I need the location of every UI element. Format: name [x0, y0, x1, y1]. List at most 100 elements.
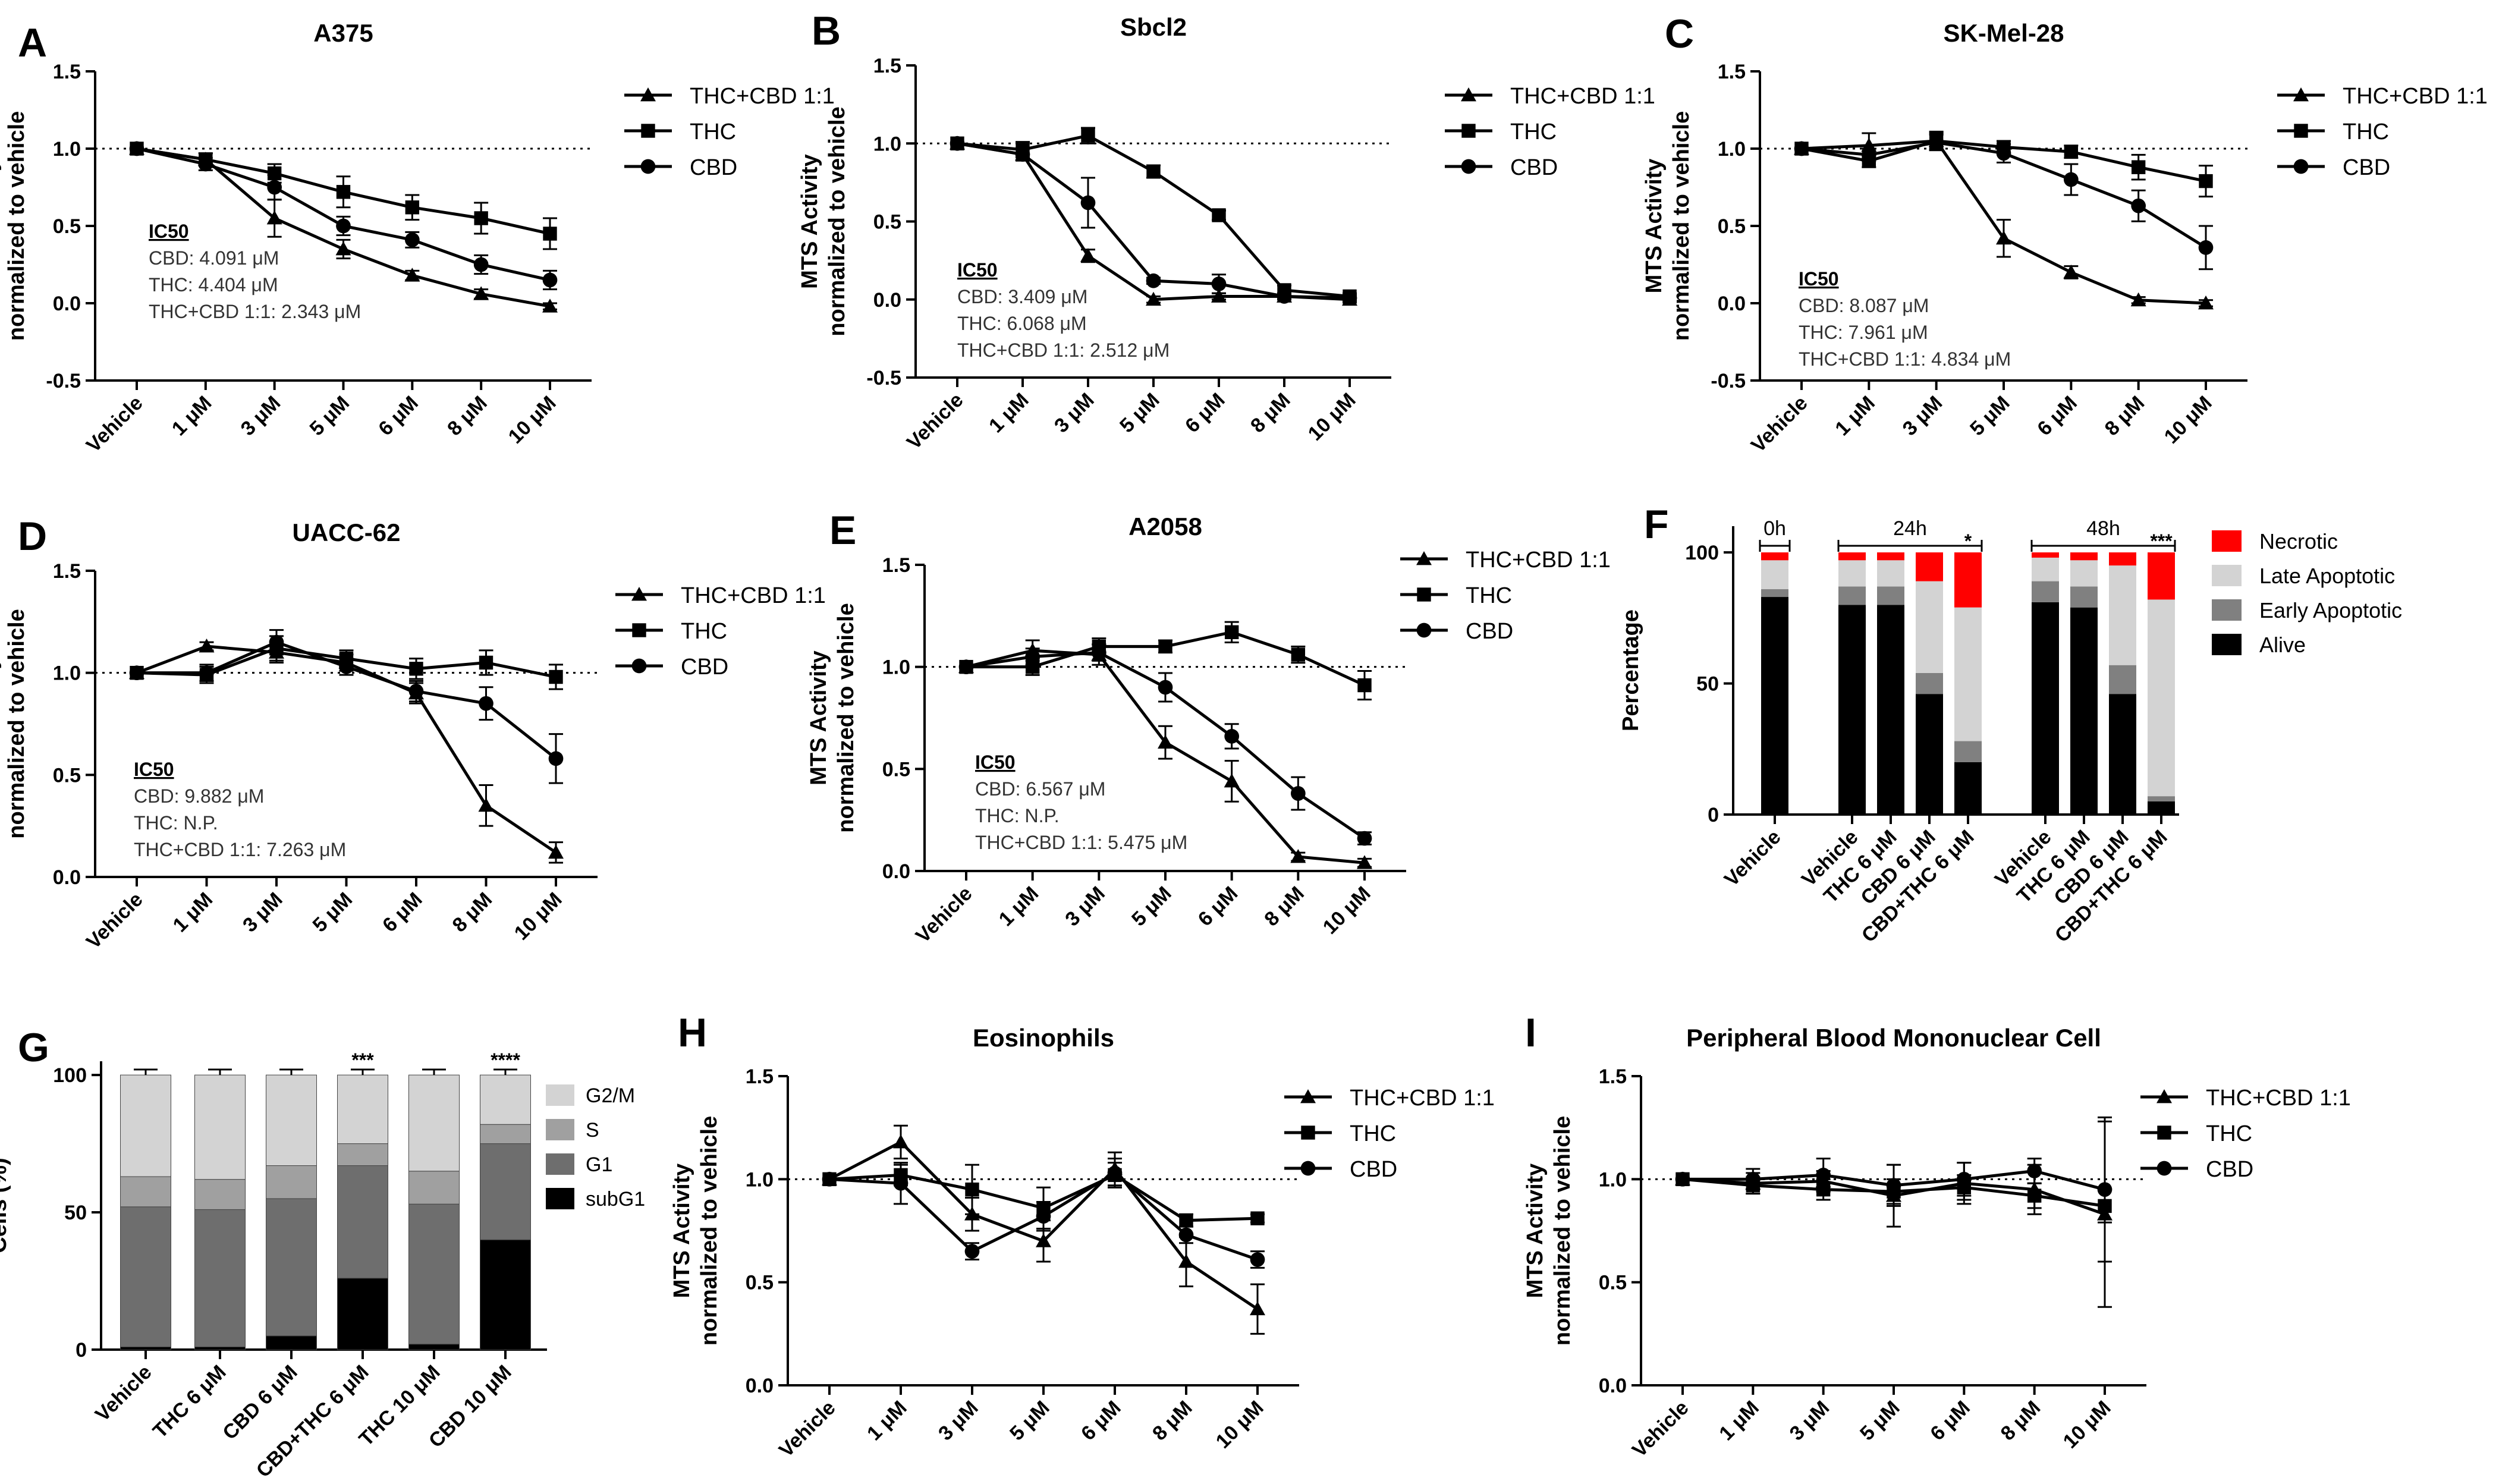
bar-segment-s [337, 1143, 388, 1167]
y-axis-label: MTS Activity normalized to vehicle [0, 111, 29, 341]
series-circle [822, 1158, 1265, 1269]
data-point [1816, 1168, 1831, 1183]
legend-label: THC [690, 120, 736, 144]
x-tick-label: 5 μM [1856, 1397, 1904, 1445]
x-tick-label: 10 μM [1304, 389, 1360, 445]
series-circle [1675, 1116, 2113, 1263]
panel-letter: H [678, 1010, 707, 1055]
y-axis-label: MTS Activity normalized to vehicle [1642, 111, 1694, 341]
data-point [543, 227, 557, 241]
significance-mark: *** [351, 1049, 374, 1071]
data-point [405, 200, 420, 215]
y-tick-label: 1.5 [873, 55, 901, 77]
bar-segment-alive [1761, 597, 1788, 815]
ic50-heading: IC50 [957, 259, 998, 281]
legend: THC+CBD 1:1 THC CBD [2277, 84, 2488, 180]
bar-segment-necrotic [1761, 552, 1788, 561]
y-tick-label: 1.0 [1718, 138, 1746, 161]
bar-segment-late-apoptotic [1761, 560, 1788, 589]
y-tick-label: 0.0 [746, 1375, 774, 1397]
data-point [1146, 273, 1161, 288]
y-tick-label: 50 [64, 1202, 87, 1224]
bar-segment-necrotic [2070, 552, 2098, 561]
data-point [950, 136, 965, 151]
data-point [1996, 146, 2011, 161]
data-point [549, 669, 563, 684]
legend-label: CBD [1350, 1157, 1397, 1182]
bar-segment-s [408, 1171, 460, 1205]
data-point [1745, 1171, 1761, 1187]
data-point [198, 156, 213, 172]
y-axis-label-line: normalized to vehicle [1550, 1116, 1575, 1345]
x-tick-label: 1 μM [995, 882, 1043, 931]
panel-letter: G [18, 1025, 49, 1070]
data-point [2131, 160, 2146, 174]
ic50-heading: IC50 [149, 221, 189, 242]
data-point [408, 684, 424, 699]
x-tick-label: 5 μM [1005, 1397, 1054, 1445]
x-tick-label: Vehicle [91, 1361, 156, 1426]
data-point [965, 1182, 979, 1197]
y-tick-label: 1.0 [873, 133, 901, 155]
y-tick-label: 1.0 [53, 662, 81, 685]
bar-segment-alive [1954, 762, 1982, 815]
bar-segment-alive [1916, 694, 1943, 815]
data-point [1178, 1227, 1194, 1243]
legend: THC+CBD 1:1 THC CBD [1400, 548, 1611, 644]
panel-letter: E [829, 508, 856, 553]
y-axis-label-line: normalized to vehicle [4, 609, 29, 838]
data-point [2130, 292, 2146, 307]
x-tick-label: 1 μM [168, 392, 216, 441]
bar-segment-s [194, 1179, 246, 1210]
data-point [1036, 1209, 1051, 1224]
legend-swatch [2212, 634, 2242, 655]
legend-label: CBD [1466, 619, 1513, 644]
data-point [2027, 1164, 2042, 1178]
bar-segment-necrotic [2148, 552, 2175, 600]
legend-label: Alive [2259, 633, 2306, 657]
x-tick-label: 3 μM [1785, 1397, 1834, 1445]
data-point [1158, 680, 1173, 695]
y-tick-label: 1.5 [53, 560, 81, 583]
y-tick-label: 1.5 [882, 554, 910, 577]
legend-label: THC+CBD 1:1 [681, 583, 826, 608]
significance-mark: **** [491, 1049, 520, 1071]
y-axis-label-line: MTS Activity [0, 159, 2, 294]
data-point [474, 211, 488, 225]
panel-title: SK-Mel-28 [1943, 19, 2064, 47]
data-point [1091, 645, 1106, 660]
y-tick-label: 1.5 [53, 61, 81, 83]
bar-segment-necrotic [2109, 552, 2136, 566]
y-axis-label: MTS Activity normalized to vehicle [0, 609, 29, 838]
data-point [336, 218, 351, 234]
ic50-value: CBD: 3.409 μM [957, 286, 1087, 307]
legend-marker [631, 587, 647, 601]
bar-segment-g1 [408, 1203, 460, 1345]
data-point [1107, 1165, 1123, 1181]
bar-segment-early-apoptotic [1916, 672, 1943, 694]
series-circle [950, 136, 1357, 306]
legend-swatch [2212, 530, 2242, 552]
x-tick-label: Vehicle [1628, 1397, 1693, 1462]
data-point [1212, 208, 1226, 222]
data-point [1081, 128, 1095, 143]
panel-letter: C [1665, 11, 1694, 56]
y-tick-label: 0.0 [882, 860, 910, 883]
legend-marker [1461, 159, 1476, 174]
legend-label: THC+CBD 1:1 [2343, 84, 2488, 109]
x-tick-label: 8 μM [1260, 882, 1309, 931]
legend: G2/M S G1 subG1 [546, 1084, 645, 1211]
ic50-value: CBD: 9.882 μM [134, 785, 264, 807]
legend-label: THC+CBD 1:1 [1350, 1086, 1495, 1111]
bar-segment-late-apoptotic [2032, 557, 2059, 581]
y-axis-label-line: normalized to vehicle [834, 603, 859, 832]
data-point [1956, 1171, 1972, 1187]
data-point [1250, 1211, 1265, 1225]
legend: THC+CBD 1:1 THC CBD [2140, 1086, 2351, 1182]
panel-i: I Peripheral Blood Mononuclear Cell 0.0 0.5… [1523, 1010, 2351, 1462]
legend-marker [1461, 87, 1476, 102]
data-point [893, 1134, 909, 1149]
data-point [1290, 848, 1306, 863]
ic50-value: THC+CBD 1:1: 2.512 μM [957, 339, 1170, 361]
panel-letter: B [812, 8, 841, 54]
